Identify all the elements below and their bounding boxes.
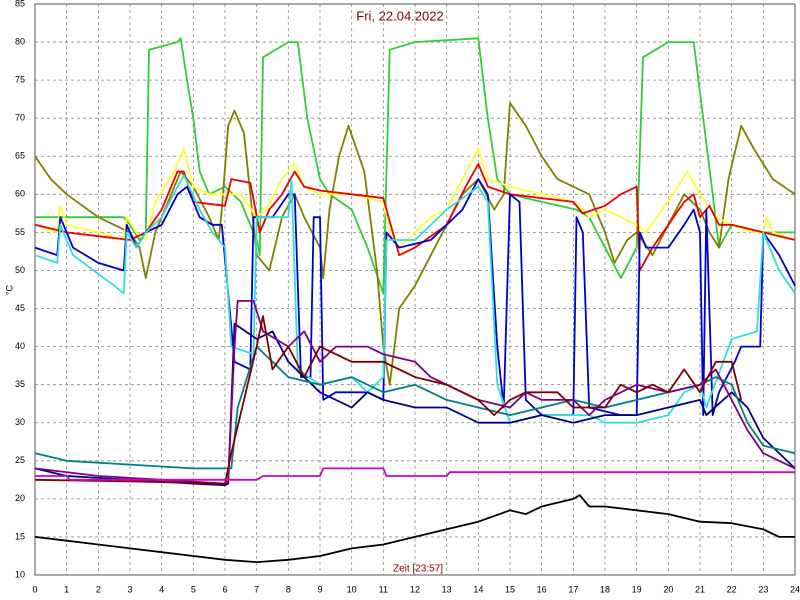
- x-tick-label: 3: [127, 584, 132, 594]
- series-line: [35, 37, 795, 295]
- x-axis-label: Zeit [23:57]: [393, 564, 443, 575]
- x-tick-label: 16: [537, 584, 547, 594]
- chart-title: Fri, 22.04.2022: [356, 8, 443, 23]
- x-tick-label: 22: [727, 584, 737, 594]
- y-tick-label: 35: [15, 379, 25, 389]
- series-line: [35, 467, 795, 481]
- x-tick-label: 12: [410, 584, 420, 594]
- y-tick-label: 55: [15, 227, 25, 237]
- x-tick-label: 15: [505, 584, 515, 594]
- series-line: [34, 315, 743, 485]
- x-tick-label: 13: [442, 584, 452, 594]
- y-tick-label: 60: [15, 189, 25, 199]
- x-tick-label: 0: [32, 584, 37, 594]
- x-tick-label: 2: [96, 584, 101, 594]
- x-tick-label: 23: [758, 584, 768, 594]
- series-line: [34, 494, 795, 563]
- series-line: [34, 300, 796, 485]
- x-tick-label: 14: [473, 584, 483, 594]
- y-axis-label: °C: [4, 284, 14, 295]
- x-tick-label: 5: [191, 584, 196, 594]
- y-tick-label: 40: [15, 341, 25, 351]
- series-line: [34, 163, 796, 272]
- y-tick-label: 65: [15, 151, 25, 161]
- x-tick-label: 9: [317, 584, 322, 594]
- y-tick-label: 75: [15, 75, 25, 85]
- y-tick-label: 25: [15, 455, 25, 465]
- x-tick-label: 1: [64, 584, 69, 594]
- x-tick-label: 24: [790, 584, 800, 594]
- x-tick-label: 11: [379, 584, 388, 594]
- x-tick-label: 18: [600, 584, 610, 594]
- y-tick-label: 80: [15, 36, 25, 46]
- y-tick-label: 20: [15, 493, 25, 503]
- x-tick-label: 17: [568, 584, 578, 594]
- x-tick-label: 20: [663, 584, 673, 594]
- series-line: [34, 102, 796, 386]
- x-tick-label: 19: [632, 584, 642, 594]
- x-tick-label: 10: [347, 584, 357, 594]
- x-tick-label: 6: [222, 584, 227, 594]
- y-tick-label: 85: [15, 0, 25, 8]
- y-tick-label: 15: [15, 531, 25, 541]
- y-tick-label: 30: [15, 417, 25, 427]
- y-tick-label: 50: [15, 265, 25, 275]
- x-tick-label: 21: [695, 584, 705, 594]
- series-line: [34, 178, 796, 416]
- y-tick-label: 70: [15, 113, 25, 123]
- series-line: [34, 322, 796, 487]
- x-tick-label: 4: [159, 584, 164, 594]
- plot-frame: [34, 3, 796, 576]
- x-tick-label: 7: [254, 584, 259, 594]
- x-tick-label: 8: [286, 584, 291, 594]
- y-tick-label: 10: [15, 569, 25, 579]
- y-tick-label: 45: [15, 303, 25, 313]
